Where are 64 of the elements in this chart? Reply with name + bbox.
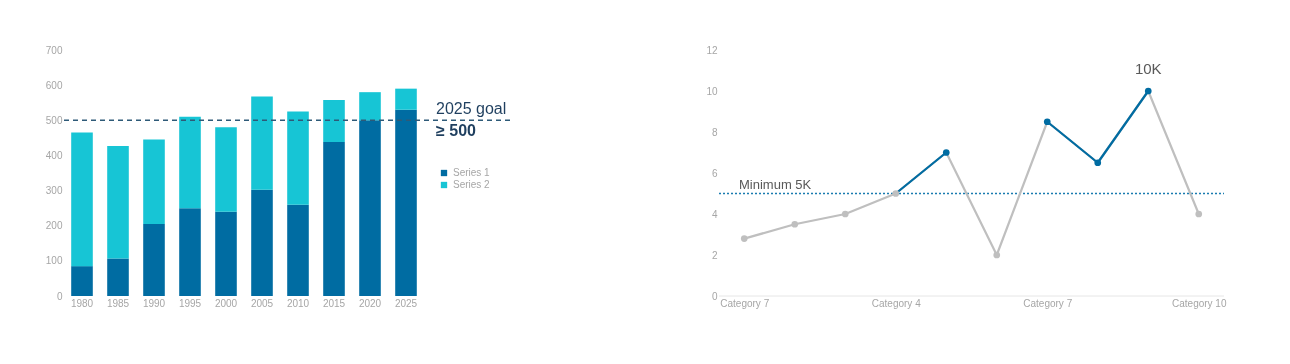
ref-line-label: Minimum 5K (739, 176, 812, 192)
y-tick-label: 4 (711, 208, 718, 220)
bar (143, 223, 165, 296)
bar (323, 99, 345, 143)
y-tick-label: 100 (45, 255, 63, 267)
y-tick-label: 500 (45, 114, 63, 126)
legend-label: Series 1 (453, 167, 491, 178)
x-tick-label: Category 10 (1172, 297, 1227, 309)
y-tick-label: 200 (45, 220, 63, 232)
x-tick-label: 2010 (286, 297, 310, 309)
y-tick-label: 600 (45, 79, 63, 91)
x-tick-label: 1980 (70, 297, 94, 309)
x-tick-label: 1995 (178, 297, 202, 309)
annotation: 10K (1134, 60, 1162, 77)
x-tick-label: 2015 (322, 297, 346, 309)
bar (287, 111, 309, 205)
bar (251, 96, 273, 190)
x-tick-label: 1985 (106, 297, 130, 309)
bar (251, 189, 273, 296)
bar (323, 142, 345, 296)
x-tick-label: Category 7 (1023, 297, 1073, 309)
bar (71, 132, 93, 267)
y-tick-label: 10 (706, 85, 718, 97)
point (740, 235, 748, 242)
point (1094, 159, 1102, 167)
x-tick-label: 2005 (250, 297, 274, 309)
point (841, 210, 849, 218)
bar (395, 109, 417, 296)
bar (215, 211, 237, 296)
y-tick-label: 2 (711, 249, 718, 261)
x-tick-label: Category 7 (720, 297, 770, 309)
x-tick-label: 2025 (394, 297, 418, 309)
point (1043, 118, 1051, 126)
y-tick-label: 300 (45, 185, 63, 197)
bar (395, 88, 417, 110)
ref-line-label: 2025 goal ≥ 500 (436, 100, 507, 140)
bar (179, 116, 201, 209)
x-tick-label: Category 4 (871, 297, 922, 309)
bar (359, 120, 381, 296)
bar (107, 258, 129, 296)
legend-label: Series 2 (453, 179, 491, 190)
y-tick-label: 8 (711, 126, 718, 138)
bar (107, 145, 129, 259)
y-tick-label: 12 (706, 44, 718, 56)
bar (287, 204, 309, 296)
point (892, 190, 900, 197)
bar (359, 92, 381, 121)
y-tick-label: 0 (711, 290, 718, 302)
y-tick-label: 400 (45, 149, 63, 161)
point (1144, 87, 1152, 95)
point (1195, 210, 1203, 218)
point (791, 220, 799, 228)
bar (143, 139, 165, 224)
point (942, 149, 950, 156)
y-tick-label: 700 (45, 44, 63, 56)
y-tick-label: 6 (711, 167, 718, 179)
y-tick-label: 0 (56, 290, 63, 302)
x-tick-label: 1990 (142, 297, 166, 309)
bar (179, 208, 201, 296)
x-tick-label: 2020 (358, 297, 382, 309)
point (993, 251, 1001, 259)
bar (71, 266, 93, 296)
bar (215, 127, 237, 212)
x-tick-label: 2000 (214, 297, 238, 309)
